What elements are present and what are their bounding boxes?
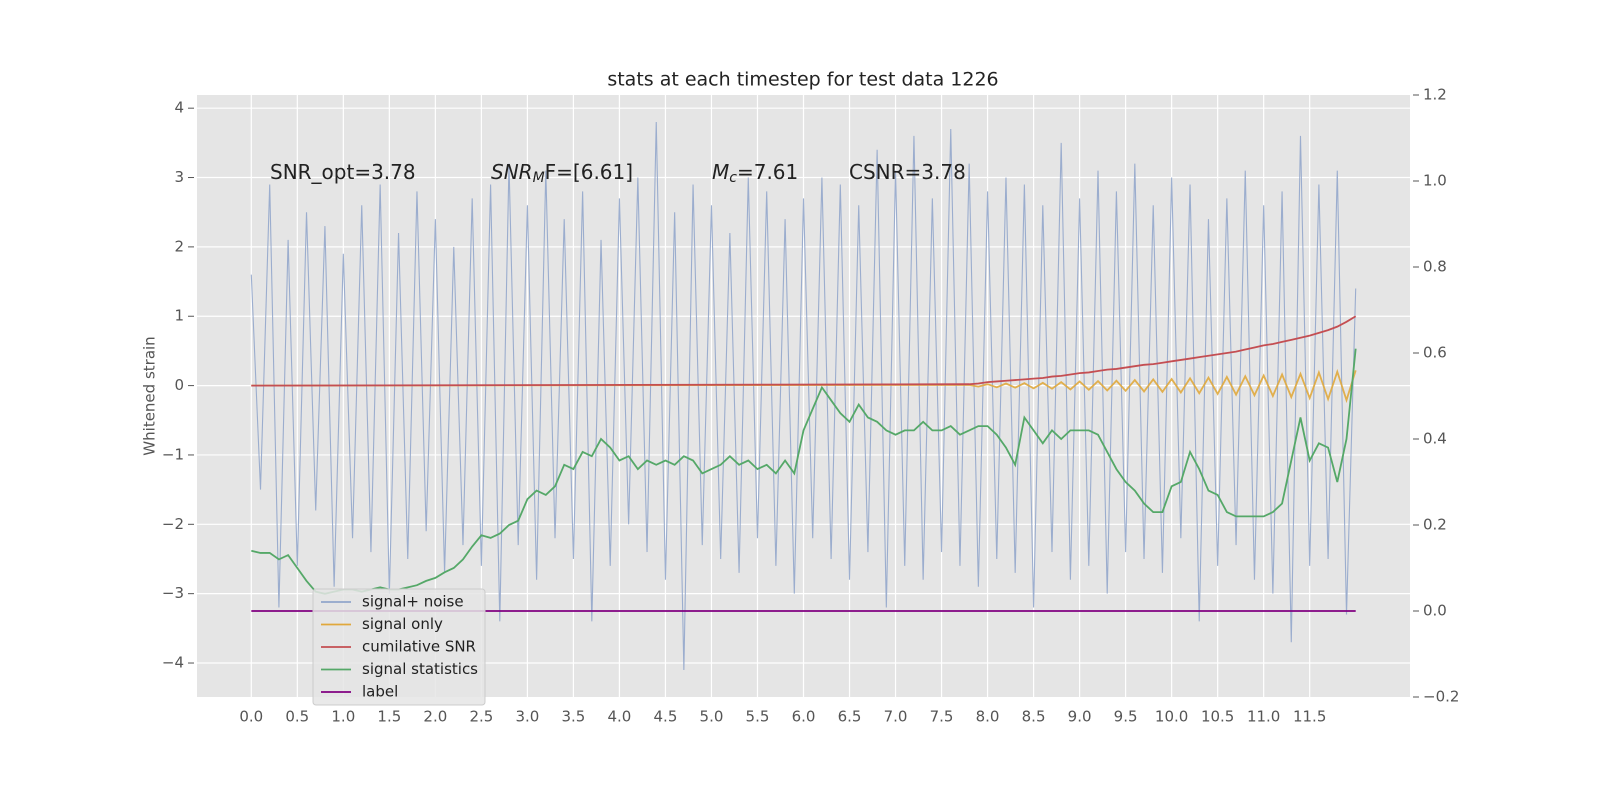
- x-tick-label: 0.0: [239, 708, 263, 726]
- x-tick-label: 10.0: [1155, 708, 1188, 726]
- legend-label: label: [362, 683, 398, 701]
- legend-label: signal+ noise: [362, 593, 464, 611]
- x-tick-label: 4.0: [608, 708, 632, 726]
- annotation-base: SNR: [491, 160, 533, 184]
- y-axis-label: Whitened strain: [141, 336, 159, 455]
- x-tick-label: 10.5: [1201, 708, 1234, 726]
- legend-label: signal statistics: [362, 660, 478, 678]
- series-line: [250, 122, 1357, 670]
- x-tick-label: 1.0: [331, 708, 355, 726]
- x-tick-label: 9.0: [1068, 708, 1092, 726]
- y2-tick-label: 0.2: [1423, 516, 1447, 534]
- y-tick-label: 2: [174, 237, 184, 255]
- x-tick-label: 3.0: [515, 708, 539, 726]
- x-tick-label: 8.5: [1022, 708, 1046, 726]
- annotation: CSNR=3.78: [849, 160, 966, 184]
- x-tick-label: 8.0: [976, 708, 1000, 726]
- y-tick-label: −4: [162, 654, 184, 672]
- x-tick-label: 7.5: [930, 708, 954, 726]
- y-tick-label: 3: [174, 168, 184, 186]
- annotation-rest: =7.61: [737, 160, 798, 184]
- y-tick-label: 4: [174, 99, 184, 117]
- annotation-text: SNR_opt=3.78: [270, 160, 416, 184]
- annotation: SNR_opt=3.78: [270, 160, 416, 184]
- x-tick-label: 6.0: [792, 708, 816, 726]
- series-line: [251, 315, 1357, 387]
- y2-tick-label: 1.0: [1423, 172, 1447, 190]
- annotation-text: CSNR=3.78: [849, 160, 966, 184]
- y-tick-label: −2: [162, 515, 184, 533]
- x-tick-label: 4.5: [654, 708, 678, 726]
- y2-tick-label: 0.4: [1423, 430, 1447, 448]
- x-tick-label: 6.5: [838, 708, 862, 726]
- y2-tick-label: −0.2: [1423, 688, 1459, 706]
- x-tick-label: 0.5: [285, 708, 309, 726]
- y2-tick-label: 1.2: [1423, 86, 1447, 104]
- y-tick-label: −3: [162, 584, 184, 602]
- x-tick-label: 11.0: [1247, 708, 1280, 726]
- series-line: [251, 368, 1357, 404]
- legend-label: cumilative SNR: [362, 638, 476, 656]
- x-tick-label: 3.5: [561, 708, 585, 726]
- x-tick-label: 9.5: [1114, 708, 1138, 726]
- annotation-rest: F=[6.61]: [545, 160, 633, 184]
- y2-tick-label: 0.0: [1423, 602, 1447, 620]
- annotation-base: M: [712, 160, 729, 184]
- annotation: Mc=7.61: [712, 160, 798, 187]
- annotation: SNRMF=[6.61]: [491, 160, 633, 187]
- x-tick-label: 5.0: [700, 708, 724, 726]
- legend-box: [312, 588, 486, 706]
- x-tick-label: 2.5: [469, 708, 493, 726]
- x-tick-label: 5.5: [746, 708, 770, 726]
- legend-label: signal only: [362, 615, 443, 633]
- annotation-sub: M: [533, 170, 545, 186]
- chart-title: stats at each timestep for test data 122…: [607, 69, 998, 91]
- series-line: [251, 348, 1357, 595]
- y2-tick-label: 0.8: [1423, 258, 1447, 276]
- y2-tick-label: 0.6: [1423, 344, 1447, 362]
- x-tick-label: 7.0: [884, 708, 908, 726]
- y-tick-label: −1: [162, 445, 184, 463]
- y-tick-label: 1: [174, 307, 184, 325]
- annotation-sub: c: [729, 170, 737, 186]
- x-tick-label: 1.5: [377, 708, 401, 726]
- x-tick-label: 2.0: [423, 708, 447, 726]
- x-tick-label: 11.5: [1293, 708, 1326, 726]
- y-tick-label: 0: [174, 376, 184, 394]
